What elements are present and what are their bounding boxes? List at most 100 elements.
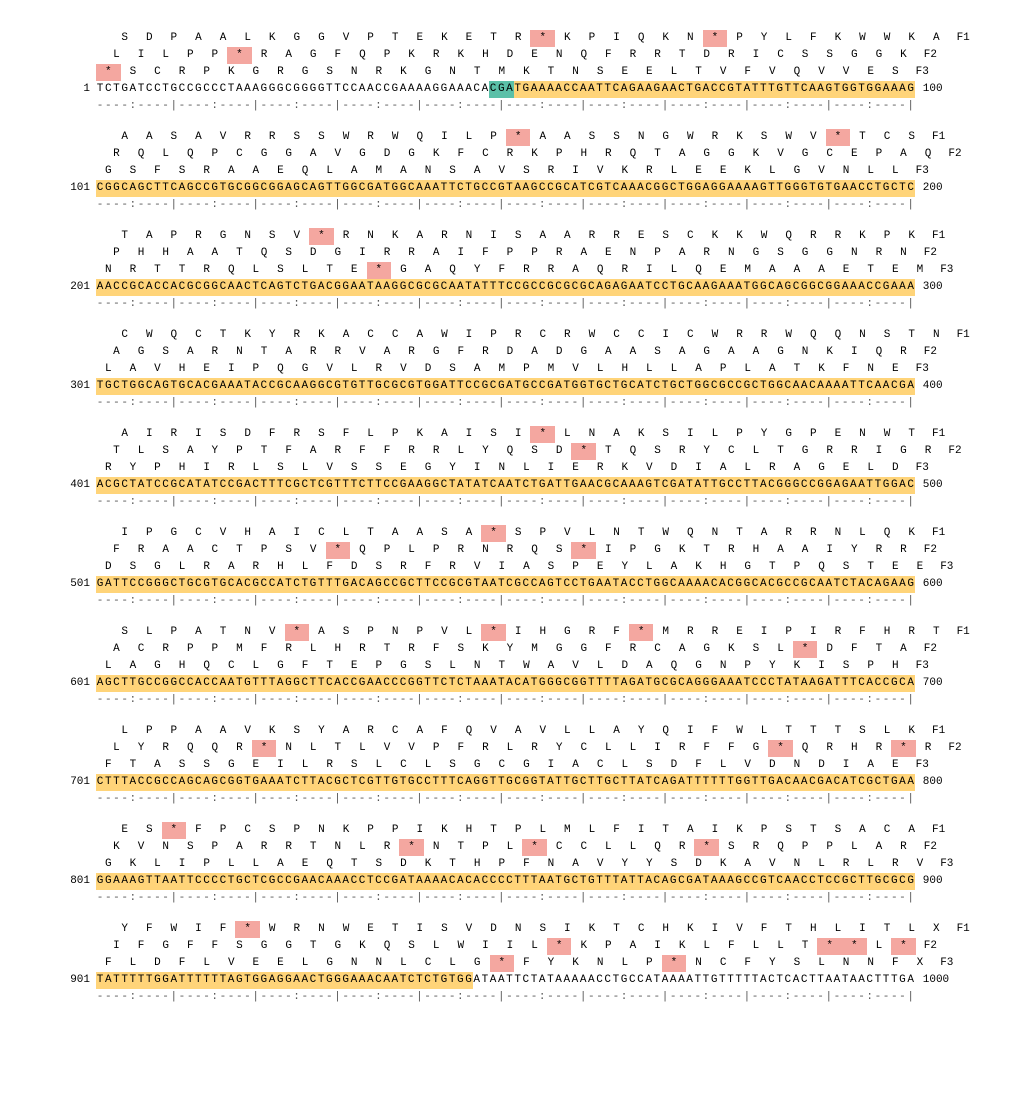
amino-acid: H [711,559,736,576]
amino-acid: R [760,460,785,477]
nucleotide: G [235,477,243,494]
amino-acid: A [121,658,146,675]
amino-acid: N [227,344,252,361]
nucleotide: C [751,873,759,890]
amino-acid: N [588,955,613,972]
amino-acid: E [244,955,269,972]
nucleotide: T [317,675,325,692]
nucleotide: A [145,279,153,296]
nucleotide: C [317,873,325,890]
nucleotide: C [235,180,243,197]
nucleotide: G [293,873,301,890]
nucleotide: A [898,477,906,494]
amino-acid: R [129,542,154,559]
amino-acid: I [604,30,629,47]
amino-acid: F [514,856,539,873]
amino-acid: L [358,426,383,443]
amino-acid: G [694,344,719,361]
amino-acid: D [375,146,400,163]
nucleotide: T [514,972,522,989]
nucleotide: C [833,774,841,791]
amino-acid: I [194,460,219,477]
nucleotide: G [391,279,399,296]
amino-acid: D [760,757,785,774]
nucleotide: T [464,675,472,692]
nucleotide: C [407,576,415,593]
position-start: 201 [50,279,96,296]
nucleotide: T [309,774,317,791]
nucleotide: G [686,180,694,197]
nucleotide: C [817,279,825,296]
nucleotide: A [202,774,210,791]
amino-acid: L [399,542,424,559]
amino-acid: R [817,443,842,460]
amino-acid: P [203,839,228,856]
amino-acid: N [235,624,260,641]
nucleotide: G [735,774,743,791]
amino-acid: A [662,559,687,576]
amino-acid: F [703,723,728,740]
amino-acid: P [358,30,383,47]
nucleotide: T [726,774,734,791]
nucleotide: A [620,576,628,593]
frame-label: F1 [949,921,970,938]
amino-acid: G [424,344,449,361]
amino-acid: I [219,361,244,378]
amino-acid: G [416,64,441,81]
alignment-block: AIRISDFRSFLPKAISI*LNAKSILPYGPENWTF1 TLSA… [50,426,974,511]
amino-acid: Q [408,129,433,146]
alignment-block: SLPATNV*ASPNPVL*IHGRF*MRREIPIRFHRTF1 ACR… [50,624,974,709]
amino-acid: A [276,344,301,361]
ruler-row: ----:----|----:----|----:----|----:----|… [50,395,974,412]
nucleotide: T [530,477,538,494]
nucleotide: G [874,873,882,890]
nucleotide: T [497,576,505,593]
amino-acid: K [432,30,457,47]
amino-acid: K [334,822,359,839]
nucleotide: T [538,774,546,791]
nucleotide: T [587,675,595,692]
nucleotide: A [366,972,374,989]
amino-acid: T [481,30,506,47]
nucleotide: C [219,279,227,296]
nucleotide: T [440,774,448,791]
nucleotide: C [784,576,792,593]
nucleotide: C [857,675,865,692]
amino-acid: G [276,938,301,955]
amino-acid: S [588,64,613,81]
nucleotide: T [817,873,825,890]
nucleotide: C [653,378,661,395]
amino-acid: G [719,146,744,163]
amino-acid: Q [268,361,293,378]
nucleotide: C [808,477,816,494]
nucleotide: A [907,972,915,989]
nucleotide: A [497,972,505,989]
amino-acid: K [727,129,752,146]
nucleotide: G [686,873,694,890]
amino-acid: P [621,542,646,559]
amino-acid: E [563,460,588,477]
nucleotide: C [743,873,751,890]
amino-acid: K [670,938,695,955]
nucleotide: G [432,477,440,494]
amino-acid: G [547,641,572,658]
nucleotide: T [751,81,759,98]
nucleotide: G [579,279,587,296]
amino-acid: W [162,921,187,938]
amino-acid: L [440,955,465,972]
nucleotide: C [751,576,759,593]
amino-acid: V [399,740,424,757]
amino-acid: M [653,624,678,641]
amino-acid: P [785,559,810,576]
amino-acid: G [293,64,318,81]
nucleotide: A [841,180,849,197]
nucleotide: T [186,873,194,890]
nucleotide: T [595,675,603,692]
nucleotide: G [784,279,792,296]
amino-acid: W [653,525,678,542]
amino-acid: N [490,460,515,477]
nucleotide: C [260,576,268,593]
amino-acid: A [145,757,170,774]
nucleotide: A [235,378,243,395]
amino-acid: L [858,460,883,477]
